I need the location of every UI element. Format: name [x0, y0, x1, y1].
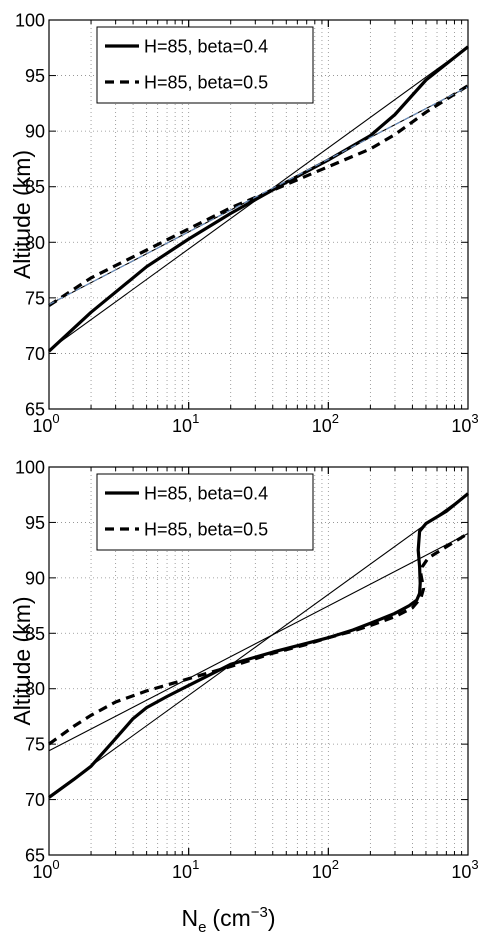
x-axis-label-subscript: e: [198, 919, 206, 935]
x-tick-label: 103: [451, 857, 478, 882]
y-tick-label: 70: [25, 344, 45, 364]
x-tick-label: 101: [172, 857, 199, 882]
y-tick-label: 100: [15, 11, 45, 31]
reference-line: [48, 46, 469, 351]
x-tick-labels: 100 101 102 103: [32, 857, 478, 882]
reference-line: [48, 493, 469, 797]
legend: H=85, beta=0.4 H=85, beta=0.5: [96, 26, 314, 104]
x-tick-label-base: 10: [172, 416, 192, 436]
y-tick-label: 85: [25, 624, 45, 644]
y-tick-label: 85: [25, 177, 45, 197]
series-line: [47, 45, 469, 353]
reference-line: [48, 533, 469, 752]
x-tick-labels: 100 101 102 103: [32, 411, 478, 436]
x-axis-label-unit-exponent: −3: [251, 904, 268, 921]
y-tick-label: 95: [25, 513, 45, 533]
x-tick-label-base: 10: [32, 862, 52, 882]
tick-marks: [48, 466, 469, 856]
x-axis-label: Ne (cm−3): [181, 904, 275, 935]
y-tick-label: 75: [25, 735, 45, 755]
x-tick-label-base: 10: [451, 862, 471, 882]
y-tick-label: 65: [25, 846, 45, 866]
x-tick-label-exponent: 3: [471, 857, 478, 872]
y-tick-label: 70: [25, 790, 45, 810]
legend-label: H=85, beta=0.5: [144, 520, 268, 540]
y-tick-label: 65: [25, 400, 45, 420]
legend: H=85, beta=0.4 H=85, beta=0.5: [96, 473, 314, 551]
x-tick-label-exponent: 0: [52, 857, 59, 872]
x-tick-label-exponent: 2: [332, 857, 339, 872]
x-tick-label-base: 10: [312, 416, 332, 436]
y-axis-label: Altitude (km): [9, 596, 35, 725]
x-tick-label-exponent: 1: [192, 411, 199, 426]
legend-box: [96, 473, 314, 551]
x-tick-label: 100: [32, 857, 59, 882]
y-tick-label: 80: [25, 679, 45, 699]
x-tick-label-base: 10: [451, 416, 471, 436]
series-line: [48, 532, 469, 746]
x-tick-label-exponent: 1: [192, 857, 199, 872]
legend-label: H=85, beta=0.4: [144, 484, 268, 504]
x-tick-label: 102: [312, 411, 339, 436]
y-tick-label: 90: [25, 122, 45, 142]
legend-box: [96, 26, 314, 104]
y-tick-label: 80: [25, 233, 45, 253]
y-tick-labels: 65 70 75 80 85 90 95 100: [15, 11, 45, 420]
x-tick-label: 101: [172, 411, 199, 436]
x-tick-label-base: 10: [32, 416, 52, 436]
x-tick-label-exponent: 3: [471, 411, 478, 426]
series-layer: [47, 45, 469, 353]
x-tick-label: 100: [32, 411, 59, 436]
legend-label: H=85, beta=0.4: [144, 37, 268, 57]
series-line: [48, 84, 469, 307]
y-tick-label: 95: [25, 66, 45, 86]
x-tick-label-base: 10: [312, 862, 332, 882]
x-axis-label-close: ): [268, 905, 276, 931]
plot-area-frame: [48, 19, 469, 410]
x-axis-label-symbol: N: [181, 905, 198, 931]
x-axis-label-unit: (cm: [212, 905, 250, 931]
x-tick-label: 103: [451, 411, 478, 436]
series-layer: [48, 492, 470, 799]
series-line: [48, 492, 470, 799]
tick-marks: [48, 19, 469, 410]
plot-area-frame: [48, 466, 469, 856]
y-axis-label: Altitude (km): [9, 150, 35, 279]
x-tick-label-base: 10: [172, 862, 192, 882]
y-tick-label: 90: [25, 568, 45, 588]
legend-label: H=85, beta=0.5: [144, 73, 268, 93]
y-tick-label: 75: [25, 288, 45, 308]
reference-line: [48, 86, 469, 305]
x-tick-label-exponent: 2: [332, 411, 339, 426]
x-tick-label-exponent: 0: [52, 411, 59, 426]
x-tick-label: 102: [312, 857, 339, 882]
y-tick-labels: 65 70 75 80 85 90 95 100: [15, 458, 45, 866]
y-tick-label: 100: [15, 458, 45, 478]
